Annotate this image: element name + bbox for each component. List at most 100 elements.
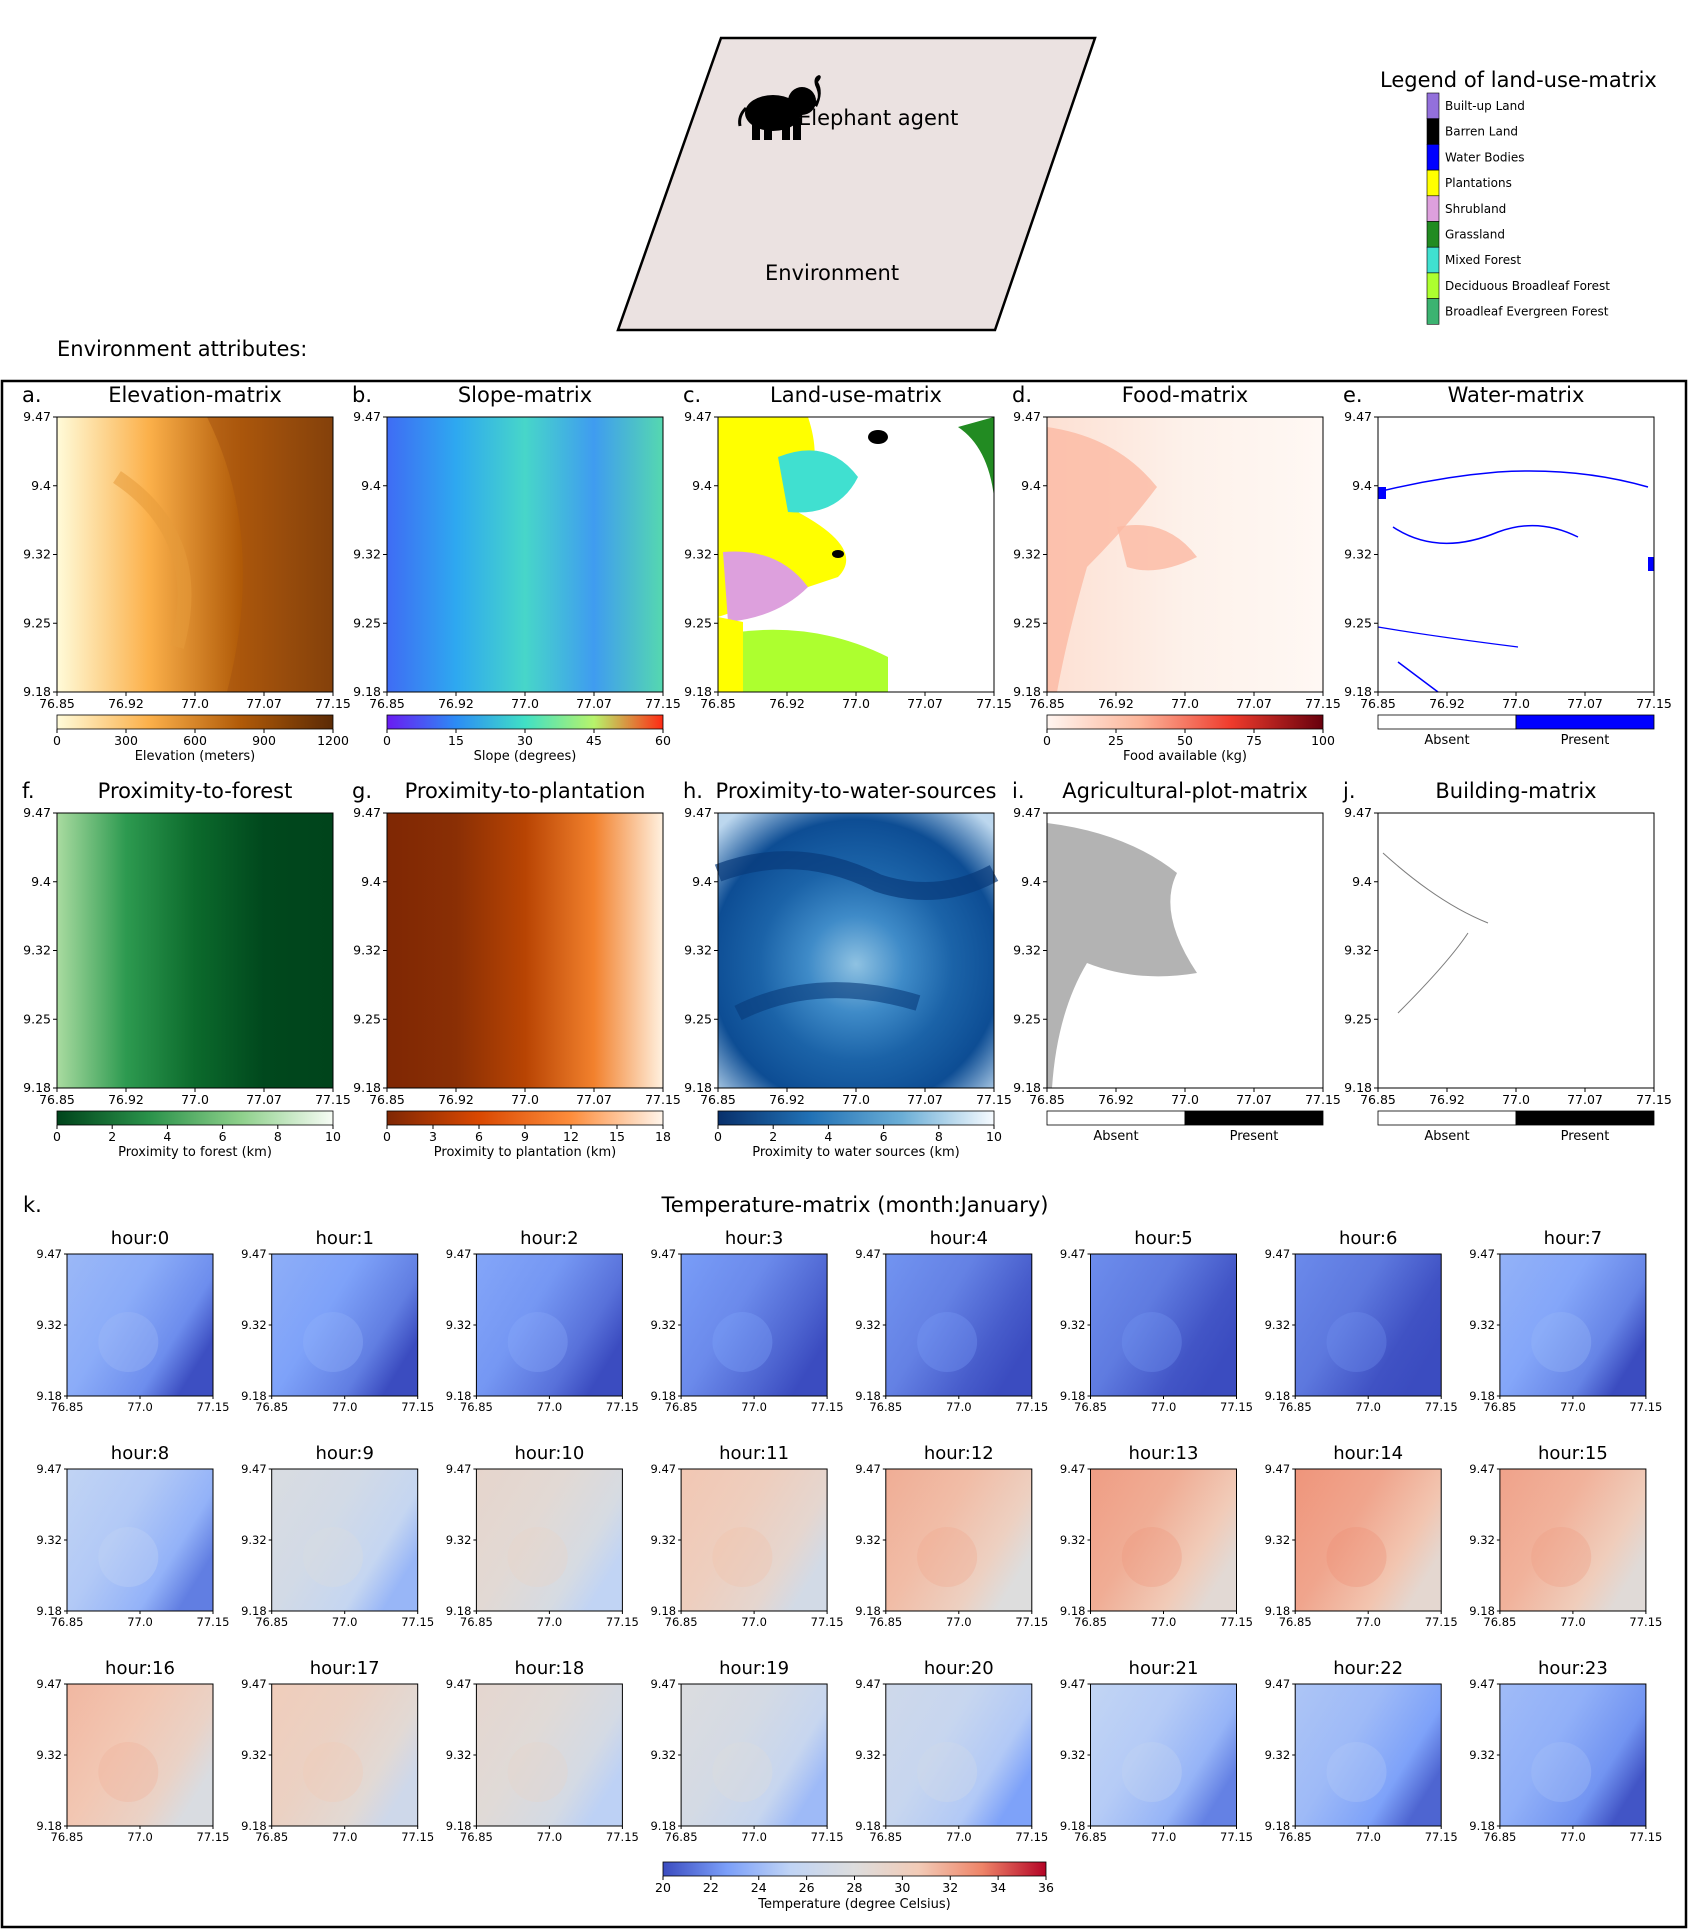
y-tick-label: 9.18	[23, 684, 51, 699]
temperature-hour-panel: hour:7 76.85 77.0 77.15 9.47 9.32 9.18	[1469, 1228, 1662, 1414]
x-tick-label: 76.92	[769, 1092, 805, 1107]
y-tick-label: 9.47	[1013, 409, 1041, 424]
x-tick-label: 77.15	[1015, 1615, 1048, 1629]
y-tick-label: 9.25	[1013, 1011, 1041, 1026]
y-tick-label: 9.47	[353, 805, 381, 820]
x-tick-label: 76.85	[1029, 1092, 1065, 1107]
temperature-heatmap	[885, 1469, 1032, 1611]
colorbar-label: Elevation (meters)	[135, 749, 256, 764]
environment-parallelogram	[616, 36, 1097, 332]
x-tick-label: 77.15	[1015, 1830, 1048, 1844]
x-tick-label: 77.07	[246, 1092, 282, 1107]
panel-letter: e.	[1343, 383, 1363, 407]
hour-title: hour:17	[310, 1658, 380, 1679]
x-tick-label: 76.85	[1360, 1092, 1396, 1107]
hour-title: hour:15	[1538, 1443, 1608, 1464]
y-tick-label: 9.47	[23, 409, 51, 424]
temperature-heatmap	[476, 1254, 623, 1396]
legend-item-label: Mixed Forest	[1445, 253, 1521, 267]
colorbar-tick-label: 900	[252, 733, 276, 748]
temperature-warm-spot	[303, 1527, 364, 1588]
temperature-hour-panel: hour:16 76.85 77.0 77.15 9.47 9.32 9.18	[36, 1658, 229, 1844]
y-tick-label: 9.18	[241, 1389, 267, 1403]
x-tick-label: 77.15	[315, 696, 351, 711]
x-tick-label: 77.0	[181, 696, 209, 711]
colorbar-label: Temperature (degree Celsius)	[757, 1897, 950, 1912]
temperature-hour-panel: hour:21 76.85 77.0 77.15 9.47 9.32 9.18	[1060, 1658, 1253, 1844]
y-tick-label: 9.32	[650, 1533, 676, 1547]
legend-item-label: Grassland	[1445, 228, 1505, 242]
land-use-patch	[718, 629, 888, 692]
colorbar-tick-label: 6	[880, 1129, 888, 1144]
x-tick-label: 77.15	[645, 696, 681, 711]
category-label: Present	[1561, 733, 1610, 748]
panel-title: Food-matrix	[1122, 383, 1248, 407]
y-tick-label: 9.32	[1469, 1318, 1495, 1332]
y-tick-label: 9.32	[1344, 547, 1372, 562]
y-tick-label: 9.32	[241, 1748, 267, 1762]
x-tick-label: 77.15	[1629, 1615, 1662, 1629]
colorbar-tick-label: 9	[521, 1129, 529, 1144]
colorbar-tick-label: 25	[1108, 733, 1124, 748]
panel-1: b. Slope-matrix 76.85 76.92 77.0 77.07 77.15 9.…	[352, 383, 681, 764]
hour-title: hour:22	[1333, 1658, 1403, 1679]
colorbar-tick-label: 300	[114, 733, 138, 748]
river-line	[1377, 626, 1519, 648]
colorbar-tick-label: 8	[274, 1129, 282, 1144]
legend-swatch	[1426, 195, 1440, 222]
x-tick-label: 77.0	[741, 1400, 767, 1414]
colorbar-tick-label: 28	[847, 1880, 863, 1895]
x-tick-label: 77.15	[1636, 1092, 1672, 1107]
hour-title: hour:12	[924, 1443, 994, 1464]
y-tick-label: 9.32	[36, 1533, 62, 1547]
x-tick-label: 77.0	[1502, 696, 1530, 711]
y-tick-label: 9.25	[1344, 615, 1372, 630]
x-tick-label: 76.85	[255, 1830, 288, 1844]
x-tick-label: 77.0	[511, 1092, 539, 1107]
y-tick-label: 9.18	[353, 1080, 381, 1095]
temperature-letter: k.	[23, 1193, 42, 1217]
y-tick-label: 9.18	[650, 1389, 676, 1403]
x-tick-label: 77.15	[315, 1092, 351, 1107]
temperature-hour-panel: hour:18 76.85 77.0 77.15 9.47 9.32 9.18	[446, 1658, 639, 1844]
x-tick-label: 77.0	[1355, 1400, 1381, 1414]
heatmap-image	[57, 813, 333, 1088]
y-tick-label: 9.47	[1344, 409, 1372, 424]
x-tick-label: 77.15	[811, 1830, 844, 1844]
x-tick-label: 76.85	[700, 1092, 736, 1107]
y-tick-label: 9.32	[855, 1533, 881, 1547]
x-tick-label: 76.85	[39, 696, 75, 711]
x-tick-label: 76.92	[769, 696, 805, 711]
temperature-hour-panel: hour:1 76.85 77.0 77.15 9.47 9.32 9.18	[241, 1228, 434, 1414]
x-tick-label: 77.15	[401, 1830, 434, 1844]
y-tick-label: 9.47	[23, 805, 51, 820]
x-tick-label: 76.85	[369, 696, 405, 711]
temperature-warm-spot	[917, 1312, 978, 1373]
x-tick-label: 76.85	[1074, 1830, 1107, 1844]
legend-item-label: Plantations	[1445, 176, 1512, 190]
hour-title: hour:18	[514, 1658, 584, 1679]
y-tick-label: 9.18	[1344, 1080, 1372, 1095]
colorbar-tick-label: 36	[1038, 1880, 1054, 1895]
temperature-warm-spot	[507, 1742, 568, 1803]
x-tick-label: 77.15	[1425, 1400, 1458, 1414]
x-tick-label: 77.0	[946, 1830, 972, 1844]
y-tick-label: 9.18	[684, 684, 712, 699]
y-tick-label: 9.47	[1469, 1677, 1495, 1691]
y-tick-label: 9.32	[446, 1748, 472, 1762]
y-tick-label: 9.18	[1060, 1819, 1086, 1833]
hour-title: hour:20	[924, 1658, 994, 1679]
colorbar-tick-label: 15	[448, 733, 464, 748]
y-tick-label: 9.32	[1344, 943, 1372, 958]
hour-title: hour:8	[111, 1443, 169, 1464]
y-tick-label: 9.18	[1469, 1819, 1495, 1833]
attributes-heading: Environment attributes:	[57, 337, 307, 361]
y-tick-label: 9.25	[353, 615, 381, 630]
y-tick-label: 9.4	[692, 478, 712, 493]
x-tick-label: 76.92	[438, 1092, 474, 1107]
y-tick-label: 9.47	[650, 1247, 676, 1261]
y-tick-label: 9.47	[1344, 805, 1372, 820]
x-tick-label: 76.85	[869, 1615, 902, 1629]
temperature-hour-panel: hour:23 76.85 77.0 77.15 9.47 9.32 9.18	[1469, 1658, 1662, 1844]
